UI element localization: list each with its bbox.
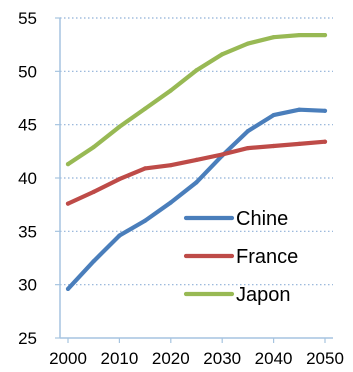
legend: Chine France Japon [183,208,298,306]
data-point-japon [91,144,96,150]
y-tick-label: 55 [18,9,37,28]
data-point-japon [168,88,173,93]
data-point-japon [245,41,250,46]
data-point-japon [143,106,148,111]
data-point-chine [65,286,71,292]
legend-label-chine: Chine [236,208,288,230]
x-tick-label: 2050 [306,349,344,368]
data-point-france [117,176,122,182]
series-lines [65,32,328,292]
data-point-chine [91,259,96,264]
grid [60,17,333,286]
data-point-france [271,143,276,149]
data-point-japon [65,162,71,167]
data-point-japon [297,32,302,38]
data-point-chine [297,107,302,112]
data-point-france [245,146,250,151]
data-point-france [65,201,71,206]
x-tick-label: 2040 [255,349,293,368]
legend-label-france: France [236,246,298,268]
data-point-france [168,163,173,168]
data-point-france [91,189,96,194]
data-point-france [143,166,148,171]
data-point-chine [322,108,328,113]
data-point-japon [322,32,328,38]
legend-label-japon: Japon [236,284,291,306]
x-tick-label: 2020 [152,349,190,368]
data-point-france [322,139,328,144]
y-tick-label: 50 [18,62,37,81]
y-tick-label: 45 [18,116,37,135]
y-tick-label: 40 [18,169,37,188]
y-tick-label: 25 [18,329,37,348]
data-point-chine [168,200,173,205]
x-tick-label: 2030 [203,349,241,368]
data-point-chine [271,112,276,118]
y-tick-label: 30 [18,276,37,295]
data-point-japon [117,124,122,129]
x-tick-label: 2000 [49,349,87,368]
data-point-chine [245,128,250,134]
y-tick-label: 35 [18,222,37,241]
data-point-chine [143,218,148,223]
data-point-chine [117,233,122,238]
data-point-france [194,157,199,162]
series-line-france [65,139,328,206]
data-point-japon [194,68,199,73]
data-point-japon [220,52,225,57]
x-ticks: 2000 2010 2020 2030 2040 2050 [49,338,344,368]
data-point-japon [271,35,276,40]
data-point-france [220,152,225,157]
x-tick-label: 2010 [100,349,138,368]
y-ticks: 25 30 35 40 45 50 55 [18,9,60,348]
data-point-chine [194,180,199,185]
data-point-france [297,141,302,146]
